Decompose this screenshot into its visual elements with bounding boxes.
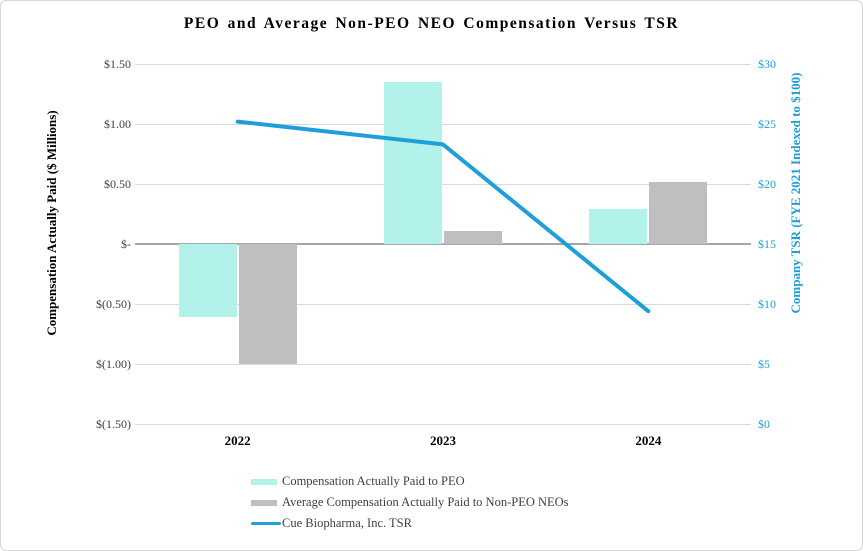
legend-bar-swatch-icon [251,499,277,506]
gridline [135,364,751,365]
chart-title: PEO and Average Non-PEO NEO Compensation… [183,15,680,32]
legend: Compensation Actually Paid to PEO Average… [251,471,569,534]
bar-series2-2023 [444,230,502,244]
right-axis-title: Company TSR (FYE 2021 Indexed to $100) [788,72,803,314]
y-axis-left-tick: $0.50 [104,177,131,191]
legend-item: Compensation Actually Paid to PEO [251,471,569,492]
y-axis-right-tick: $10 [758,297,776,311]
legend-line-swatch-icon [251,522,281,525]
bar-series2-2022 [238,244,297,364]
gridline [135,124,751,125]
y-axis-right-tick: $5 [758,357,770,371]
tsr-line [235,119,651,314]
legend-bar-swatch-icon [251,478,277,485]
gridline [135,424,751,425]
y-axis-left-tick: $1.00 [104,117,131,131]
gridline [135,64,751,65]
x-axis-label-2024: 2024 [635,433,662,448]
y-axis-left-tick: $(1.50) [96,417,131,431]
y-axis-left-tick: $(1.00) [96,357,131,371]
y-axis-right-tick: $20 [758,177,776,191]
y-axis-left-tick: $- [121,237,131,251]
legend-item: Average Compensation Actually Paid to No… [251,492,569,513]
legend-item: Cue Biopharma, Inc. TSR [251,513,569,534]
bar-series2-2024 [649,181,708,244]
x-axis-label-2022: 2022 [224,433,251,448]
y-axis-left-tick: $1.50 [104,57,131,71]
bar-series1-2023 [384,82,442,244]
legend-label: Compensation Actually Paid to PEO [282,474,465,488]
legend-label: Average Compensation Actually Paid to No… [282,495,569,509]
y-axis-right-tick: $0 [758,417,770,431]
bar-series1-2024 [589,209,648,244]
y-axis-right-tick: $30 [758,57,776,71]
y-axis-left-tick: $(0.50) [96,297,131,311]
x-axis-label-2023: 2023 [430,433,456,448]
legend-label: Cue Biopharma, Inc. TSR [282,516,412,530]
y-axis-right-tick: $15 [758,237,776,251]
bar-series1-2022 [178,244,237,318]
y-axis-right-tick: $25 [758,117,776,131]
left-axis-title: Compensation Actually Paid ($ Millions) [44,110,59,336]
